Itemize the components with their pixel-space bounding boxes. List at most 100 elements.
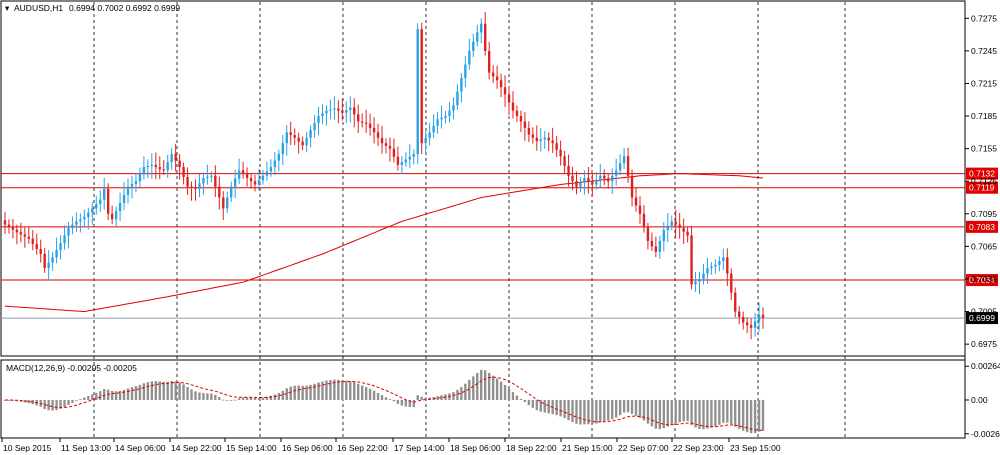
candle-body bbox=[63, 235, 66, 244]
macd-bar bbox=[273, 394, 277, 400]
candle-body bbox=[309, 130, 312, 138]
candle-body bbox=[293, 135, 296, 138]
level-price-label: 0.7083 bbox=[969, 222, 995, 232]
candle-body bbox=[178, 160, 181, 168]
macd-bar bbox=[503, 384, 507, 400]
macd-bar bbox=[460, 387, 463, 400]
candle-body bbox=[202, 177, 205, 184]
macd-bar bbox=[638, 399, 642, 418]
price-tick-label: 0.7245 bbox=[971, 46, 997, 56]
time-tick-label: 22 Sep 07:00 bbox=[618, 443, 669, 453]
candle-body bbox=[638, 205, 642, 214]
macd-bar bbox=[420, 396, 423, 400]
macd-bar bbox=[345, 380, 348, 400]
candle-body bbox=[440, 117, 443, 120]
macd-bar bbox=[416, 395, 419, 400]
candle-body bbox=[301, 141, 304, 146]
macd-bar bbox=[507, 388, 511, 400]
macd-bar bbox=[257, 397, 261, 400]
macd-bar bbox=[380, 395, 384, 400]
candle-body bbox=[718, 261, 721, 265]
macd-bar bbox=[714, 399, 717, 427]
macd-bar bbox=[662, 399, 665, 429]
candle-body bbox=[35, 243, 38, 249]
candle-body bbox=[702, 273, 705, 279]
macd-bar bbox=[118, 390, 122, 400]
macd-bar bbox=[353, 382, 356, 400]
macd-bar bbox=[51, 399, 54, 411]
candle-body bbox=[448, 110, 451, 117]
candle-body bbox=[487, 50, 491, 73]
macd-bar bbox=[757, 399, 761, 432]
macd-bar bbox=[571, 399, 574, 423]
candle-body bbox=[583, 177, 586, 183]
price-tick-label: 0.7215 bbox=[971, 78, 997, 88]
macd-bar bbox=[122, 389, 126, 400]
macd-bar bbox=[472, 376, 475, 400]
current-price-label: 0.6999 bbox=[969, 313, 995, 323]
candle-body bbox=[630, 175, 634, 198]
candle-body bbox=[408, 156, 411, 160]
price-tick-label: 0.6975 bbox=[971, 339, 997, 349]
macd-bar bbox=[222, 399, 225, 401]
candle-body bbox=[99, 199, 102, 205]
time-tick-label: 18 Sep 06:00 bbox=[450, 443, 501, 453]
macd-bar bbox=[539, 399, 542, 412]
candle-body bbox=[710, 266, 713, 269]
macd-bar bbox=[531, 399, 535, 408]
macd-bar bbox=[599, 399, 602, 423]
macd-bar bbox=[388, 399, 392, 400]
candle-body bbox=[51, 257, 54, 263]
macd-tick-label: 0.00264 bbox=[971, 361, 1000, 371]
chart-menu-icon[interactable]: ▾ bbox=[5, 3, 10, 13]
macd-bar bbox=[511, 392, 515, 400]
candle-body bbox=[39, 248, 42, 254]
candle-body bbox=[650, 240, 654, 247]
macd-bar bbox=[650, 399, 654, 427]
macd-bar bbox=[186, 386, 189, 400]
candle-body bbox=[745, 322, 749, 326]
candle-body bbox=[31, 238, 34, 244]
time-tick-label: 17 Sep 14:00 bbox=[394, 443, 445, 453]
macd-bar bbox=[3, 399, 7, 401]
candle-body bbox=[345, 110, 348, 113]
macd-bar bbox=[666, 399, 669, 427]
macd-bar bbox=[190, 389, 193, 400]
candle-body bbox=[198, 183, 201, 189]
macd-bar bbox=[523, 399, 527, 403]
vertical-gridlines bbox=[93, 2, 846, 437]
candle-body bbox=[654, 246, 658, 252]
macd-bar bbox=[91, 394, 94, 400]
candle-body bbox=[555, 143, 558, 150]
macd-bar bbox=[218, 397, 221, 400]
candle-body bbox=[698, 278, 701, 282]
candle-body bbox=[741, 316, 745, 323]
candle-body bbox=[476, 32, 479, 42]
macd-bar bbox=[678, 399, 681, 423]
macd-bar bbox=[206, 393, 209, 400]
price-tick-label: 0.7125 bbox=[971, 176, 997, 186]
candle-body bbox=[87, 212, 90, 218]
candle-body bbox=[428, 132, 431, 138]
candle-body bbox=[404, 159, 408, 163]
macd-bar bbox=[23, 399, 27, 403]
candle-body bbox=[575, 181, 578, 187]
candle-body bbox=[551, 140, 554, 144]
macd-bar bbox=[607, 399, 610, 421]
candle-body bbox=[130, 183, 134, 187]
candle-body bbox=[297, 137, 300, 142]
macd-bar bbox=[384, 397, 388, 400]
macd-bar bbox=[559, 399, 562, 417]
candle-body bbox=[595, 180, 598, 185]
candle-body bbox=[579, 182, 582, 187]
candle-body bbox=[222, 197, 225, 209]
macd-bar bbox=[110, 390, 114, 400]
candle-body bbox=[674, 221, 677, 225]
candle-body bbox=[67, 227, 70, 236]
macd-bar bbox=[626, 399, 630, 413]
macd-bar bbox=[360, 385, 364, 400]
moving-average-line bbox=[4, 173, 764, 313]
time-tick-label: 22 Sep 23:00 bbox=[673, 443, 724, 453]
macd-bar bbox=[321, 381, 324, 400]
macd-bar bbox=[329, 379, 332, 400]
